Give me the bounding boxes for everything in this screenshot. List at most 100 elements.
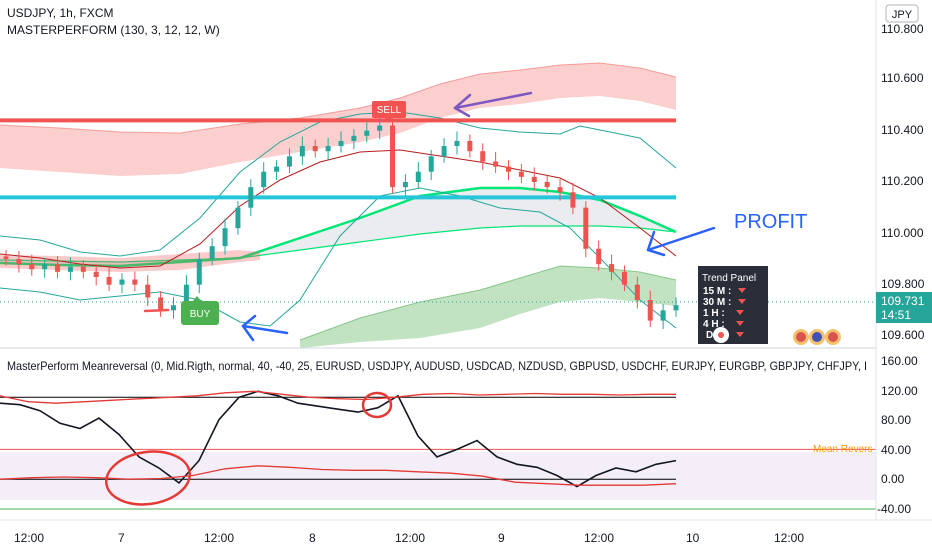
candle-body bbox=[454, 140, 460, 147]
candle-body bbox=[171, 305, 176, 311]
time-label: 7 bbox=[118, 531, 125, 545]
time-label: 10 bbox=[686, 531, 700, 545]
time-axis[interactable]: 12:00 7 12:00 8 12:00 9 12:00 10 12:00 bbox=[14, 531, 804, 545]
candle-body bbox=[299, 146, 305, 157]
down-arrow-icon bbox=[736, 332, 744, 337]
bollinger-lines bbox=[0, 111, 677, 329]
candle-body bbox=[132, 279, 138, 285]
time-label: 9 bbox=[498, 531, 505, 545]
oscillator-upper-band bbox=[0, 390, 676, 404]
candle-body bbox=[493, 161, 499, 167]
candle-body bbox=[325, 146, 331, 152]
time-label: 12:00 bbox=[395, 531, 425, 545]
candle-body bbox=[596, 248, 602, 265]
candle-body bbox=[377, 125, 383, 131]
bollinger-lower bbox=[0, 187, 677, 329]
buy-signal: BUY bbox=[181, 296, 219, 325]
profit-annotation: PROFIT bbox=[734, 211, 807, 233]
price-scale[interactable] bbox=[876, 0, 932, 520]
osc-tick: 80.00 bbox=[881, 413, 911, 427]
circle-annotation-low bbox=[105, 450, 191, 506]
early-envelope-band bbox=[0, 250, 260, 272]
candle-body bbox=[312, 146, 318, 152]
current-price-badge bbox=[876, 292, 932, 323]
horizontal-levels bbox=[0, 118, 676, 200]
symbol-legend[interactable]: USDJPY, 1h, FXCM bbox=[7, 6, 113, 20]
trend-row-4h: 4 H : bbox=[703, 319, 725, 330]
time-label: 12:00 bbox=[14, 531, 44, 545]
candles bbox=[3, 116, 679, 330]
trend-row-1h: 1 H : bbox=[703, 308, 725, 319]
candle-body bbox=[119, 279, 125, 285]
down-arrow-icon bbox=[736, 321, 744, 326]
candle-body bbox=[570, 192, 576, 208]
osc-tick: 160.00 bbox=[881, 354, 918, 368]
down-arrow-icon bbox=[738, 288, 746, 293]
candle-body bbox=[286, 156, 292, 167]
oscillator-zone-fill bbox=[0, 452, 876, 500]
price-tick: 109.600 bbox=[881, 328, 925, 342]
time-label: 12:00 bbox=[774, 531, 804, 545]
candle-body bbox=[660, 310, 666, 321]
blue-arrow-buy-icon bbox=[241, 314, 289, 342]
circle-annotation-high bbox=[361, 391, 393, 419]
currency-badge[interactable] bbox=[885, 4, 919, 23]
indicator-legend[interactable]: MASTERPERFORM (130, 3, 12, 12, W) bbox=[7, 23, 220, 37]
price-tick: 110.600 bbox=[881, 71, 924, 85]
candle-body bbox=[428, 156, 434, 172]
candle-body bbox=[621, 271, 627, 285]
candle-body bbox=[351, 135, 357, 141]
currency-badge-label: JPY bbox=[892, 9, 913, 21]
candle-body bbox=[196, 259, 202, 285]
blue-arrow-profit-icon bbox=[646, 226, 716, 257]
osc-tick: -40.00 bbox=[877, 502, 911, 516]
oscillator-lower-band bbox=[0, 465, 677, 486]
current-price-label: 109.731 bbox=[881, 294, 925, 308]
price-tick: 110.000 bbox=[881, 226, 924, 240]
candle-body bbox=[80, 266, 86, 272]
trend-panel-title: Trend Panel bbox=[702, 273, 756, 284]
candle-body bbox=[29, 264, 35, 270]
candle-body bbox=[557, 187, 563, 193]
candle-body bbox=[415, 171, 421, 182]
candle-body bbox=[467, 140, 473, 152]
candle-body bbox=[235, 207, 241, 229]
candle-body bbox=[55, 264, 61, 272]
oscillator-levels bbox=[0, 396, 876, 510]
candle-body bbox=[506, 166, 511, 172]
candle-body bbox=[441, 146, 447, 157]
sell-signal: SELL bbox=[372, 101, 406, 123]
candle-body bbox=[673, 305, 679, 311]
lower-envelope-band bbox=[300, 266, 676, 348]
bollinger-upper bbox=[0, 111, 677, 257]
buy-underline-marker bbox=[143, 308, 170, 313]
candle-body bbox=[67, 266, 73, 272]
candle-body bbox=[518, 171, 524, 177]
down-arrow-icon bbox=[738, 299, 746, 304]
price-tick: 109.800 bbox=[881, 277, 925, 291]
candle-body bbox=[3, 256, 9, 259]
candle-body bbox=[531, 176, 537, 182]
bollinger-middle bbox=[0, 149, 677, 269]
candle-body bbox=[647, 300, 653, 321]
time-label: 12:00 bbox=[584, 531, 614, 545]
trend-row-30m: 30 M : bbox=[703, 297, 731, 308]
candle-body bbox=[274, 166, 280, 172]
candle-body bbox=[390, 125, 396, 188]
countdown-label: 14:51 bbox=[881, 308, 911, 322]
candle-body bbox=[480, 151, 486, 162]
lower-envelope-edge bbox=[299, 265, 677, 341]
time-label: 12:00 bbox=[204, 531, 234, 545]
candle-body bbox=[158, 297, 164, 311]
candle-body bbox=[402, 182, 408, 188]
osc-tick: 120.00 bbox=[881, 384, 918, 398]
trend-row-d: D : bbox=[706, 330, 719, 341]
oscillator-main-line bbox=[0, 390, 677, 488]
buy-label: BUY bbox=[190, 309, 211, 320]
oscillator-legend[interactable]: MasterPerform Meanreversal (0, Mid.Rigth… bbox=[7, 359, 867, 373]
trend-panel: Trend Panel 15 M : 30 M : 1 H : 4 H : D … bbox=[698, 266, 768, 344]
oscillator-lines bbox=[0, 390, 677, 488]
osc-tick: 40.00 bbox=[881, 443, 911, 457]
candle-body bbox=[209, 246, 215, 259]
